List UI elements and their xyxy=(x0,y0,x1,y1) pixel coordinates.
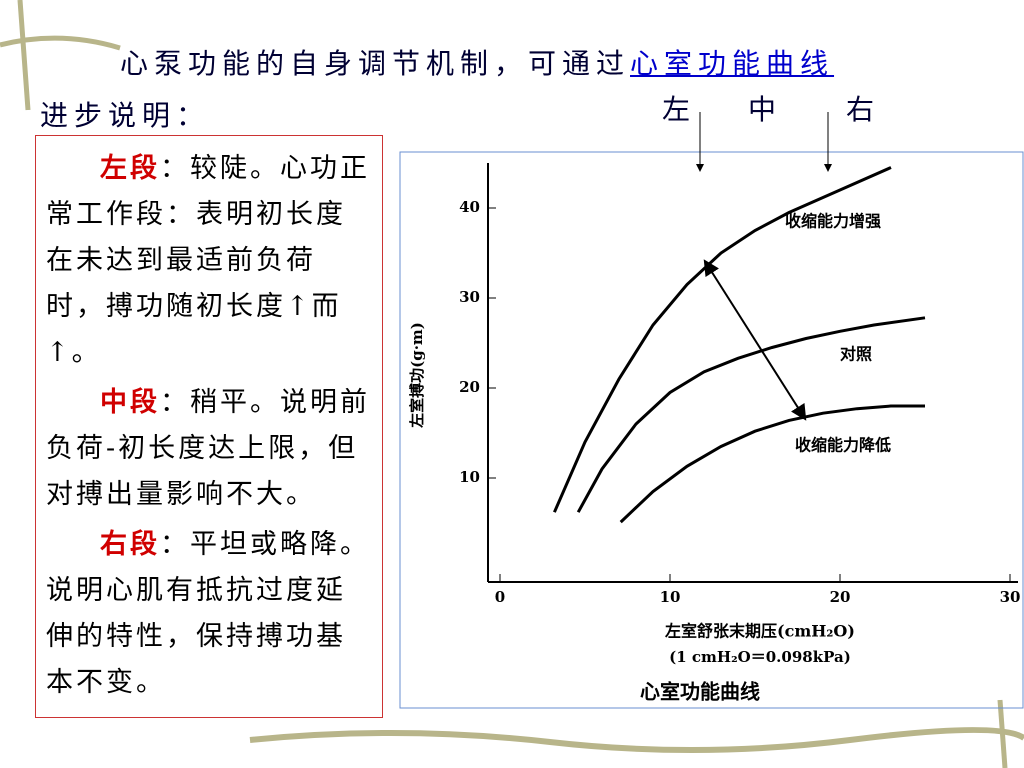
title: 心泵功能的自身调节机制，可通过心室功能曲线 进步说明： xyxy=(40,38,834,142)
text: ：较陡。心功正常工作段：表明初长度在未达到最适前负荷时，搏功随初长度↑而↑。 xyxy=(46,153,370,368)
y-tick-label: 20 xyxy=(459,378,480,396)
text-box: 左段：较陡。心功正常工作段：表明初长度在未达到最适前负荷时，搏功随初长度↑而↑。… xyxy=(35,135,383,718)
marker: 中 xyxy=(748,93,777,126)
paragraph: 中段：稍平。说明前负荷-初长度达上限，但对搏出量影响不大。 xyxy=(46,380,374,518)
vine xyxy=(249,727,1024,753)
title-link[interactable]: 心室功能曲线 xyxy=(630,47,835,80)
curve-label: 收缩能力增强 xyxy=(785,212,881,231)
curve xyxy=(619,404,925,524)
chart-frame xyxy=(399,151,1024,709)
curve xyxy=(576,316,926,513)
x-tick-label: 0 xyxy=(495,588,505,606)
text: ：稍平。说明前负荷-初长度达上限，但对搏出量影响不大。 xyxy=(46,387,370,510)
vine xyxy=(0,0,121,111)
curve-label: 对照 xyxy=(840,345,872,364)
vine xyxy=(997,699,1008,768)
text: ：平坦或略降。说明心肌有抵抗过度延伸的特性，保持搏功基本不变。 xyxy=(46,529,370,698)
marker: 右 xyxy=(846,93,875,126)
y-axis-label: 左室搏功(g·m) xyxy=(408,322,426,429)
x-tick-label: 20 xyxy=(830,588,851,606)
label: 中段 xyxy=(100,387,160,418)
x-axis-note: (1 cmH₂O＝0.098kPa) xyxy=(669,648,851,666)
curve xyxy=(553,166,892,513)
y-tick-label: 40 xyxy=(459,198,480,216)
paragraph: 右段：平坦或略降。说明心肌有抵抗过度延伸的特性，保持搏功基本不变。 xyxy=(46,522,374,706)
title-text: 进步说明： xyxy=(40,99,211,132)
x-axis-label: 左室舒张末期压(cmH₂O) xyxy=(664,622,855,641)
paragraph: 左段：较陡。心功正常工作段：表明初长度在未达到最适前负荷时，搏功随初长度↑而↑。 xyxy=(46,146,374,376)
title-text: 心泵功能的自身调节机制，可通过 xyxy=(120,47,631,80)
chart-caption: 心室功能曲线 xyxy=(640,680,760,704)
label: 左段 xyxy=(100,153,160,184)
x-tick-label: 10 xyxy=(660,588,681,606)
y-tick-label: 10 xyxy=(459,468,480,486)
label: 右段 xyxy=(100,529,160,560)
marker: 左 xyxy=(662,93,691,126)
y-tick-label: 30 xyxy=(459,288,480,306)
shift-arrow xyxy=(703,259,807,421)
curve-label: 收缩能力降低 xyxy=(795,436,891,455)
x-tick-label: 30 xyxy=(1000,588,1021,606)
